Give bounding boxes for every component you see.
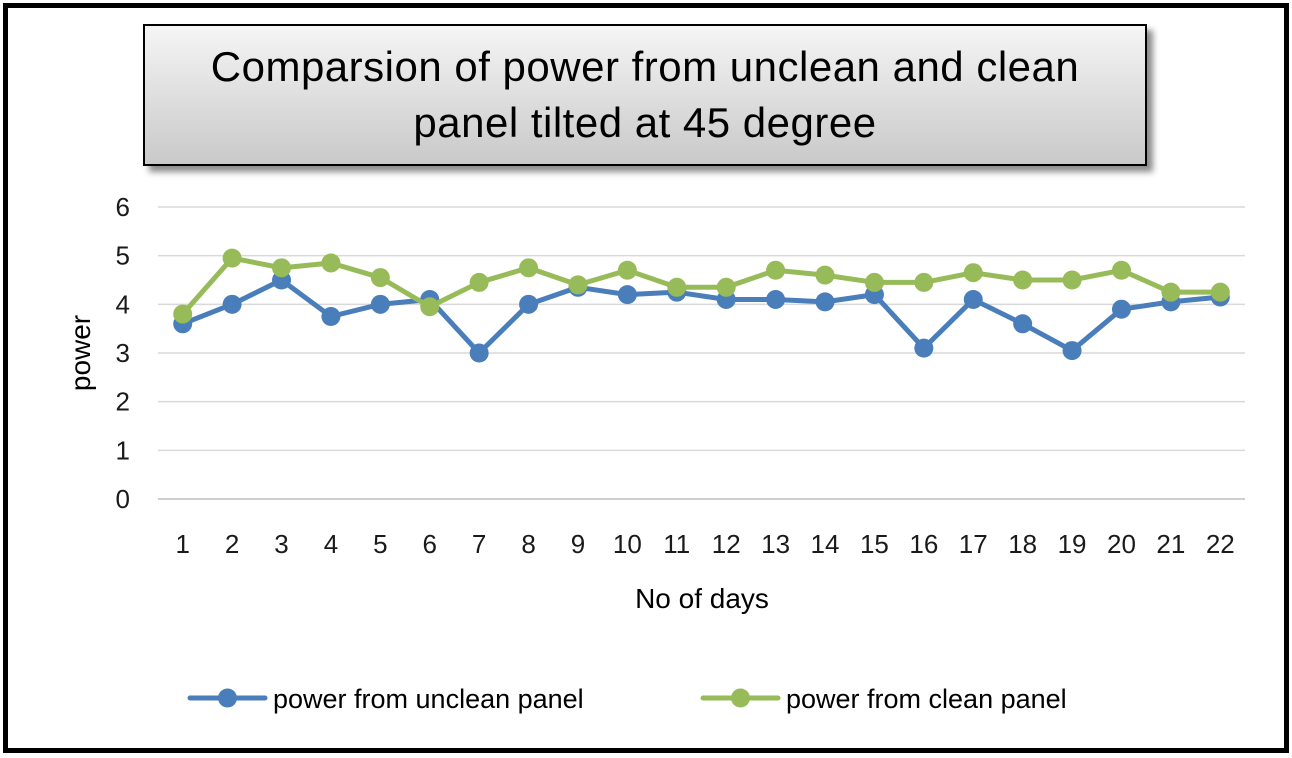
data-point: [716, 277, 736, 297]
legend-marker: [218, 688, 237, 708]
x-axis-title: No of days: [635, 583, 769, 614]
series-2: [173, 248, 1230, 324]
data-point: [1111, 260, 1131, 280]
series-layer: [173, 248, 1230, 363]
y-tick-label: 4: [116, 289, 130, 319]
data-point: [1111, 299, 1131, 319]
data-point: [963, 263, 983, 283]
x-tick-label: 7: [472, 529, 486, 559]
x-tick-label: 9: [571, 529, 585, 559]
x-tick-label: 19: [1058, 529, 1087, 559]
data-point: [568, 275, 588, 295]
y-tick-label: 1: [116, 435, 130, 465]
data-point: [815, 292, 835, 312]
x-tick-label: 22: [1206, 529, 1235, 559]
x-tick-label: 3: [274, 529, 288, 559]
data-point: [963, 289, 983, 309]
x-tick-label: 21: [1156, 529, 1185, 559]
legend-label: power from unclean panel: [273, 684, 584, 714]
x-tick-label: 17: [959, 529, 988, 559]
x-tick-label: 14: [811, 529, 840, 559]
chart-title-box: Comparsion of power from unclean and cle…: [143, 24, 1147, 166]
y-tick-label: 3: [116, 338, 130, 368]
x-tick-label: 2: [225, 529, 239, 559]
chart-title: Comparsion of power from unclean and cle…: [210, 43, 1080, 146]
data-point: [1161, 282, 1181, 302]
x-tick-label: 8: [521, 529, 535, 559]
data-point: [617, 260, 637, 280]
x-tick-label: 4: [324, 529, 338, 559]
data-point: [617, 285, 637, 305]
data-point: [766, 289, 786, 309]
y-tick-label: 6: [116, 192, 130, 222]
x-tick-label: 20: [1107, 529, 1136, 559]
x-tick-label: 10: [613, 529, 642, 559]
y-axis-ticks: 0 1 2 3 4 5 6: [116, 192, 130, 514]
y-tick-label: 0: [116, 484, 130, 514]
data-point: [1062, 341, 1082, 361]
data-point: [864, 272, 884, 292]
x-tick-label: 18: [1008, 529, 1037, 559]
gridlines: [158, 206, 1245, 500]
data-point: [370, 268, 390, 288]
data-point: [222, 294, 242, 314]
y-tick-label: 5: [116, 241, 130, 271]
data-point: [519, 294, 539, 314]
series-line: [180, 255, 1223, 317]
data-point: [222, 248, 242, 268]
series-line: [180, 277, 1223, 356]
data-point: [914, 272, 934, 292]
x-tick-label: 16: [909, 529, 938, 559]
legend-label: power from clean panel: [786, 684, 1067, 714]
data-point: [321, 253, 341, 273]
data-point: [173, 304, 193, 324]
data-point: [321, 307, 341, 326]
x-tick-label: 6: [423, 529, 437, 559]
x-tick-label: 5: [373, 529, 387, 559]
x-tick-label: 12: [712, 529, 741, 559]
x-axis-ticks: 1 2 3 4 5 6 7 8 9 10 11 12 13 14 15 16 17 18 19 20 21 22: [175, 529, 1234, 559]
data-point: [469, 272, 489, 292]
data-point: [272, 258, 292, 278]
data-point: [1210, 282, 1230, 302]
x-tick-label: 13: [761, 529, 790, 559]
y-axis-title: power: [65, 315, 96, 391]
legend-marker: [731, 688, 750, 708]
data-point: [1013, 270, 1033, 290]
data-point: [667, 277, 687, 297]
x-tick-label: 15: [860, 529, 889, 559]
data-point: [420, 297, 440, 317]
x-tick-label: 11: [663, 529, 690, 559]
legend: power from unclean panel power from clean…: [187, 684, 1067, 714]
data-point: [519, 258, 539, 278]
legend-item-1: power from unclean panel: [187, 684, 584, 714]
data-point: [914, 338, 934, 358]
data-point: [1013, 314, 1033, 334]
data-point: [1062, 270, 1082, 290]
data-point: [815, 265, 835, 285]
y-tick-label: 2: [116, 387, 130, 417]
x-tick-label: 1: [175, 529, 189, 559]
data-point: [370, 294, 390, 314]
data-point: [766, 260, 786, 280]
data-point: [469, 343, 489, 363]
legend-item-2: power from clean panel: [700, 684, 1067, 714]
